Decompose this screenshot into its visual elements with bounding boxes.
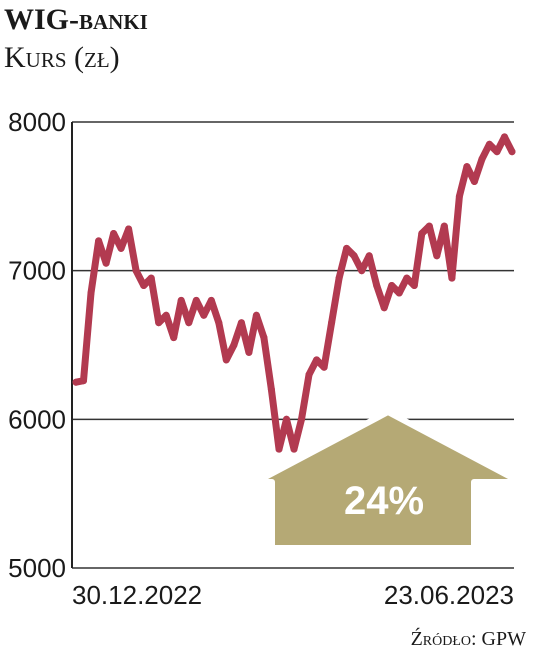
data-point xyxy=(283,415,290,423)
change-badge: 24% xyxy=(253,409,523,551)
data-point xyxy=(425,222,433,230)
data-point xyxy=(275,445,283,453)
data-point xyxy=(380,304,388,312)
data-point xyxy=(222,356,230,364)
data-point xyxy=(155,319,163,327)
x-tick-label: 30.12.2022 xyxy=(72,580,202,610)
data-point xyxy=(343,244,351,252)
data-point xyxy=(200,311,208,319)
chart-title: WIG-banki xyxy=(4,3,148,36)
data-point xyxy=(305,371,313,379)
data-point xyxy=(485,140,493,148)
data-point xyxy=(290,445,298,453)
y-tick-label: 8000 xyxy=(8,107,66,137)
data-point xyxy=(260,334,268,342)
data-point xyxy=(328,319,336,327)
data-point xyxy=(87,289,95,297)
x-tick-labels: 30.12.2022 23.06.2023 xyxy=(72,580,514,610)
data-point xyxy=(365,252,373,260)
data-point xyxy=(418,230,426,237)
data-point xyxy=(320,363,328,371)
data-point xyxy=(80,377,87,385)
gridlines xyxy=(71,121,514,569)
data-point xyxy=(455,192,463,200)
data-point xyxy=(298,415,305,423)
data-point xyxy=(125,225,133,233)
data-point xyxy=(117,244,125,252)
series-line xyxy=(72,133,516,453)
data-point xyxy=(267,386,275,394)
data-point xyxy=(177,296,185,304)
up-arrow-icon xyxy=(253,409,523,551)
data-point xyxy=(433,252,441,260)
data-point xyxy=(410,282,418,289)
data-point xyxy=(102,259,110,267)
x-tick-label: 23.06.2023 xyxy=(384,580,514,610)
data-point xyxy=(72,378,80,386)
data-point xyxy=(313,356,321,364)
data-point xyxy=(230,341,238,349)
data-point xyxy=(335,274,343,282)
data-point xyxy=(185,319,193,327)
chart-subtitle: Kurs (zł) xyxy=(4,41,120,74)
data-point xyxy=(207,296,215,304)
y-tick-label: 7000 xyxy=(8,256,66,286)
data-point xyxy=(110,230,118,237)
data-point xyxy=(493,148,501,156)
data-point xyxy=(373,282,381,289)
data-point xyxy=(252,311,260,319)
data-point xyxy=(478,155,486,163)
y-tick-label: 5000 xyxy=(8,553,66,583)
data-points xyxy=(72,133,516,453)
data-point xyxy=(95,237,103,245)
data-point xyxy=(508,148,516,156)
data-point xyxy=(245,348,253,356)
data-point xyxy=(403,274,411,282)
data-point xyxy=(358,267,366,275)
data-point xyxy=(140,282,148,289)
data-point xyxy=(395,289,403,297)
data-point xyxy=(388,282,396,289)
data-point xyxy=(162,311,170,319)
data-point xyxy=(501,133,508,141)
data-point xyxy=(350,252,358,260)
data-point xyxy=(463,163,471,171)
data-point xyxy=(192,296,200,304)
data-point xyxy=(132,267,140,275)
y-tick-labels: 5000 6000 7000 8000 xyxy=(8,107,66,583)
data-point xyxy=(147,274,155,282)
data-point xyxy=(237,319,245,327)
data-point xyxy=(448,274,456,282)
y-tick-label: 6000 xyxy=(8,404,66,434)
data-point xyxy=(170,334,178,342)
change-percent: 24% xyxy=(344,479,424,523)
source-note: Źródło: GPW xyxy=(410,628,526,650)
data-point xyxy=(470,178,478,185)
data-point xyxy=(215,319,223,327)
data-point xyxy=(440,222,448,230)
